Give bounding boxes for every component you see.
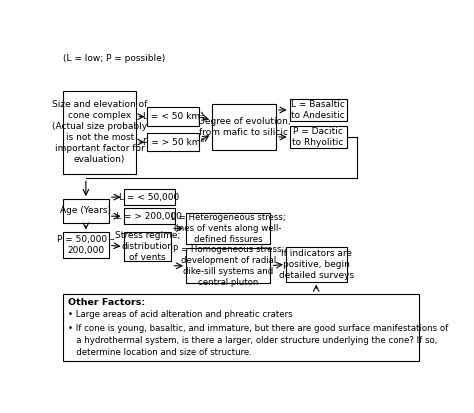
Text: L = Basaltic
to Andesitic: L = Basaltic to Andesitic [291,100,345,120]
Text: L = < 50 km³: L = < 50 km³ [143,112,203,121]
Bar [63,199,109,223]
Bar [124,208,175,225]
Bar [63,294,419,361]
Text: Size and elevation of
cone complex
(Actual size probably
is not the most
importa: Size and elevation of cone complex (Actu… [52,100,147,164]
Bar [147,133,199,151]
Bar [186,214,271,244]
Bar [186,248,271,283]
Bar [147,107,199,126]
Bar [212,104,276,150]
Bar [286,247,346,282]
Bar [63,233,109,258]
Text: L = < 50,000: L = < 50,000 [119,192,179,202]
Bar [290,99,346,121]
Text: Other Factors:: Other Factors: [68,298,146,307]
Text: L = Heterogeneous stress;
lines of vents along well-
defined fissures: L = Heterogeneous stress; lines of vents… [171,213,286,244]
Text: L = > 200,000: L = > 200,000 [116,212,182,221]
Text: Degree of evolution,
from mafic to silicic: Degree of evolution, from mafic to silic… [198,116,290,137]
Text: (L = low; P = possible): (L = low; P = possible) [63,55,165,63]
Bar [63,91,137,173]
Bar [124,233,171,261]
Text: P = Homogeneous stress;
development of radial
dike-sill systems and
central plut: P = Homogeneous stress; development of r… [173,244,284,287]
Text: P = Dacitic
to Rhyolitic: P = Dacitic to Rhyolitic [292,127,344,147]
Bar [290,126,346,148]
Text: Age (Years): Age (Years) [60,206,111,216]
Text: Stress regime;
distribution
of vents: Stress regime; distribution of vents [115,231,180,262]
Text: If indicators are
positive, begin
detailed surveys: If indicators are positive, begin detail… [279,249,354,280]
Text: P = > 50 km³: P = > 50 km³ [143,138,204,147]
Text: P = 50,000 –
200,000: P = 50,000 – 200,000 [57,235,115,255]
Text: • If cone is young, basaltic, and immature, but there are good surface manifesta: • If cone is young, basaltic, and immatu… [68,324,449,357]
Bar [124,189,175,205]
Text: • Large areas of acid alteration and phreatic craters: • Large areas of acid alteration and phr… [68,310,293,319]
